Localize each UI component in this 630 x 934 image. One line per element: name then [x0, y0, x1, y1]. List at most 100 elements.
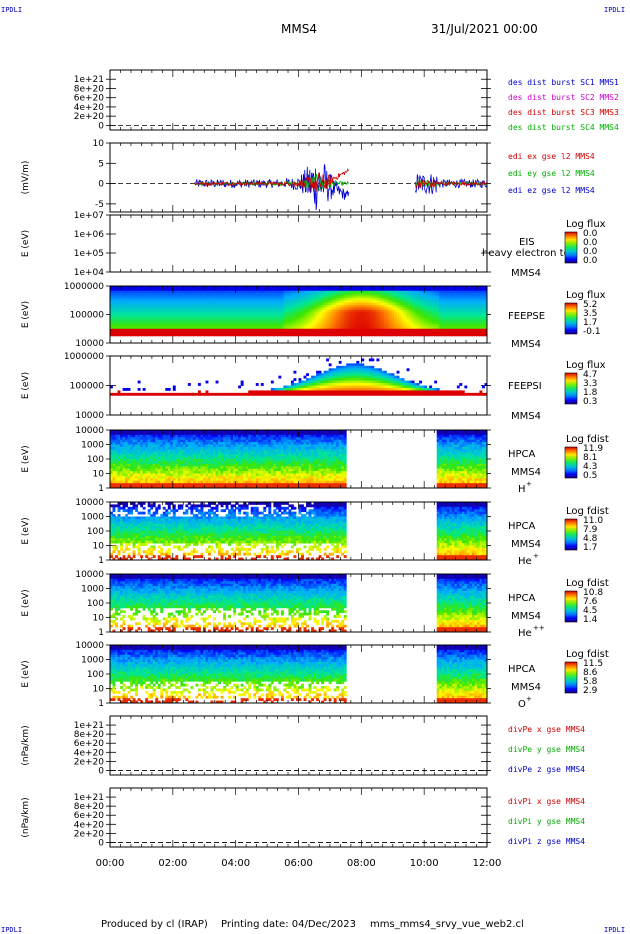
spectrogram-cell — [313, 387, 317, 391]
spectrogram-cell — [464, 326, 468, 330]
spectrogram-cell — [218, 309, 221, 313]
spectrogram-cell — [378, 387, 382, 391]
spectrogram-cell — [358, 363, 362, 367]
spectrogram-cell — [306, 297, 309, 301]
spectrogram-cell — [175, 483, 179, 486]
spectrogram-cell — [285, 307, 289, 311]
spectrogram-cell — [323, 321, 327, 325]
spectrogram-cell — [338, 383, 342, 386]
spectrogram-cell — [421, 288, 425, 292]
spectrogram-cell — [192, 307, 196, 311]
spectrogram-cell — [127, 309, 131, 313]
spectrogram-cell — [336, 286, 340, 289]
spectrogram-cell — [147, 451, 151, 455]
spectrogram-cell — [431, 288, 435, 292]
spectrogram-cell — [228, 321, 232, 325]
spectrogram-cell — [409, 380, 412, 384]
spectrogram-cell — [301, 307, 304, 311]
spectrogram-cell — [421, 324, 425, 327]
spectrogram-cell — [323, 319, 327, 323]
spectrogram-cell — [303, 331, 307, 334]
spectrogram-cell — [381, 302, 385, 306]
spectrogram-cell — [218, 295, 221, 299]
y-tick-label: 1000 — [81, 441, 104, 451]
spectrogram-cell — [200, 295, 204, 299]
spectrogram-cell — [273, 392, 277, 396]
spectrogram-cell — [341, 312, 345, 315]
spectrogram-cell — [321, 392, 325, 396]
spectrogram-cell — [431, 316, 435, 320]
spectrogram-cell — [255, 309, 259, 313]
spectrogram-cell — [260, 307, 264, 311]
spectrogram-cell — [311, 326, 314, 330]
spectrogram-cell — [145, 468, 149, 472]
spectrogram-cell — [368, 307, 372, 311]
spectrogram-cell — [328, 392, 332, 396]
spectrogram-cell — [170, 473, 174, 477]
spectrogram-cell — [195, 305, 199, 308]
spectrogram-cell — [363, 375, 367, 379]
spectrogram-cell — [409, 316, 412, 320]
spectrogram-cell — [165, 309, 169, 313]
spectrogram-cell — [356, 390, 360, 394]
spectrogram-cell — [112, 451, 116, 455]
spectrogram-cell — [343, 373, 347, 377]
spectrogram-cell — [160, 297, 164, 301]
spectrogram-cell — [125, 463, 128, 467]
spectrogram-cell — [122, 451, 126, 455]
colorbar-tick-label: 3.3 — [583, 379, 597, 389]
spectrogram-cell — [177, 434, 181, 438]
spectrogram-cell — [371, 324, 375, 327]
spectrogram-cell — [434, 309, 438, 313]
spectrogram-cell — [426, 293, 430, 296]
spectrogram-cell — [399, 392, 402, 396]
spectrogram-cell — [321, 380, 325, 384]
spectrogram-cell — [466, 300, 470, 304]
spectrogram-cell — [165, 288, 169, 292]
spectrogram-cell — [353, 324, 357, 327]
spectrogram-cell — [461, 326, 465, 330]
spectrogram-cell — [182, 290, 186, 294]
spectrogram-cell — [318, 316, 322, 320]
spectrogram-cell — [421, 302, 425, 306]
spectrogram-cell — [243, 328, 247, 332]
spectrogram-cell — [424, 333, 428, 337]
spectrogram-cell — [316, 385, 319, 389]
spectrogram-cell — [157, 302, 161, 306]
spectrogram-cell — [449, 316, 453, 320]
spectrogram-cell — [127, 442, 131, 445]
spectrogram-cell — [182, 293, 186, 296]
spectrogram-cell — [368, 295, 372, 299]
spectrogram-cell — [306, 309, 309, 313]
spectrogram-cell — [454, 331, 458, 334]
spectrogram-cell — [388, 286, 392, 289]
spectrogram-cell — [127, 454, 131, 457]
spectrogram-cell — [341, 328, 345, 332]
spectrogram-cell — [275, 312, 279, 315]
spectrogram-cell — [243, 288, 247, 292]
spectrogram-cell — [461, 290, 465, 294]
spectrogram-cell — [343, 302, 347, 306]
spectrogram-cell — [190, 331, 194, 334]
spectrogram-cell — [275, 307, 279, 311]
spectrogram-cell — [273, 302, 277, 306]
spectrogram-cell — [280, 326, 284, 330]
spectrogram-cell — [441, 390, 445, 394]
spectrogram-cell — [429, 328, 433, 332]
spectrogram-cell — [449, 333, 453, 337]
spectrogram-cell — [250, 321, 254, 325]
spectrogram-cell — [404, 312, 407, 315]
spectrogram-cell — [160, 288, 164, 292]
spectrogram-cell — [361, 383, 365, 386]
spectrogram-cell — [132, 319, 136, 323]
spectrogram-cell — [120, 300, 123, 304]
spectrogram-cell — [167, 297, 171, 301]
spectrogram-cell — [464, 331, 468, 334]
spectrogram-cell — [383, 286, 387, 289]
spectrogram-cell — [313, 385, 317, 389]
spectrogram-cell — [368, 375, 372, 379]
spectrogram-cell — [265, 390, 269, 394]
spectrogram-cell — [112, 321, 116, 325]
spectrogram-cell — [336, 326, 340, 330]
